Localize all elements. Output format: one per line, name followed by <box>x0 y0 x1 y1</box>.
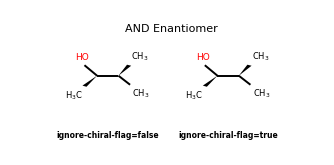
Text: AND Enantiomer: AND Enantiomer <box>125 24 217 34</box>
Text: HO: HO <box>196 53 210 62</box>
Text: CH$_3$: CH$_3$ <box>132 88 150 100</box>
Polygon shape <box>119 65 131 76</box>
Polygon shape <box>239 65 252 76</box>
Polygon shape <box>203 76 217 87</box>
Text: ignore-chiral-flag=false: ignore-chiral-flag=false <box>56 131 159 140</box>
Text: HO: HO <box>75 53 89 62</box>
Text: H$_3$C: H$_3$C <box>64 89 82 102</box>
Polygon shape <box>82 76 97 87</box>
Text: ignore-chiral-flag=true: ignore-chiral-flag=true <box>178 131 278 140</box>
Text: H$_3$C: H$_3$C <box>185 89 203 102</box>
Text: CH$_3$: CH$_3$ <box>252 50 269 63</box>
Text: CH$_3$: CH$_3$ <box>131 50 149 63</box>
Text: CH$_3$: CH$_3$ <box>253 88 270 100</box>
